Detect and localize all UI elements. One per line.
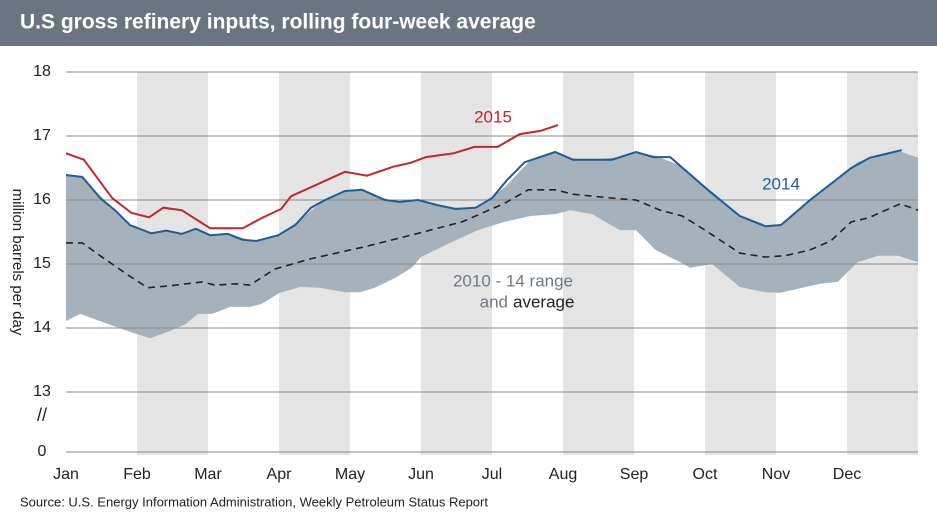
x-tick-label: Jun — [408, 466, 434, 483]
range-label-joiner: and — [480, 292, 508, 311]
x-tick-label: Aug — [549, 466, 577, 483]
y-tick-label: 17 — [33, 127, 51, 144]
x-tick-label: Jan — [53, 466, 79, 483]
y-tick-label: 14 — [33, 319, 51, 336]
chart-title: U.S gross refinery inputs, rolling four-… — [20, 11, 536, 34]
source-note: Source: U.S. Energy Information Administ… — [20, 494, 488, 509]
series-label: 2015 — [474, 107, 512, 126]
y-tick-label: 15 — [33, 255, 51, 272]
x-tick-label: Dec — [833, 466, 861, 483]
range-band — [66, 150, 918, 339]
x-tick-label: Mar — [194, 466, 222, 483]
x-tick-label: May — [335, 466, 365, 483]
series-label: average — [513, 292, 574, 311]
series-label: 2014 — [762, 174, 800, 193]
x-tick-label: Jul — [482, 466, 502, 483]
x-tick-label: Sep — [620, 466, 649, 483]
axis-break: // — [37, 405, 47, 425]
x-tick-label: Nov — [762, 466, 790, 483]
series-line — [65, 124, 559, 230]
x-tick-label: Apr — [267, 466, 293, 483]
y-axis-label: million barrels per day — [9, 189, 26, 336]
y-tick-label: 13 — [33, 383, 51, 400]
title-bar — [0, 0, 937, 46]
series-line — [65, 149, 902, 243]
plot-area — [65, 71, 919, 453]
y-tick-label: 0 — [38, 443, 47, 460]
y-tick-label: 18 — [33, 63, 51, 80]
y-tick-label: 16 — [33, 191, 51, 208]
range-label: 2010 - 14 range — [453, 271, 573, 290]
x-tick-label: Oct — [693, 466, 718, 483]
x-tick-label: Feb — [123, 466, 151, 483]
series-line — [66, 189, 919, 289]
